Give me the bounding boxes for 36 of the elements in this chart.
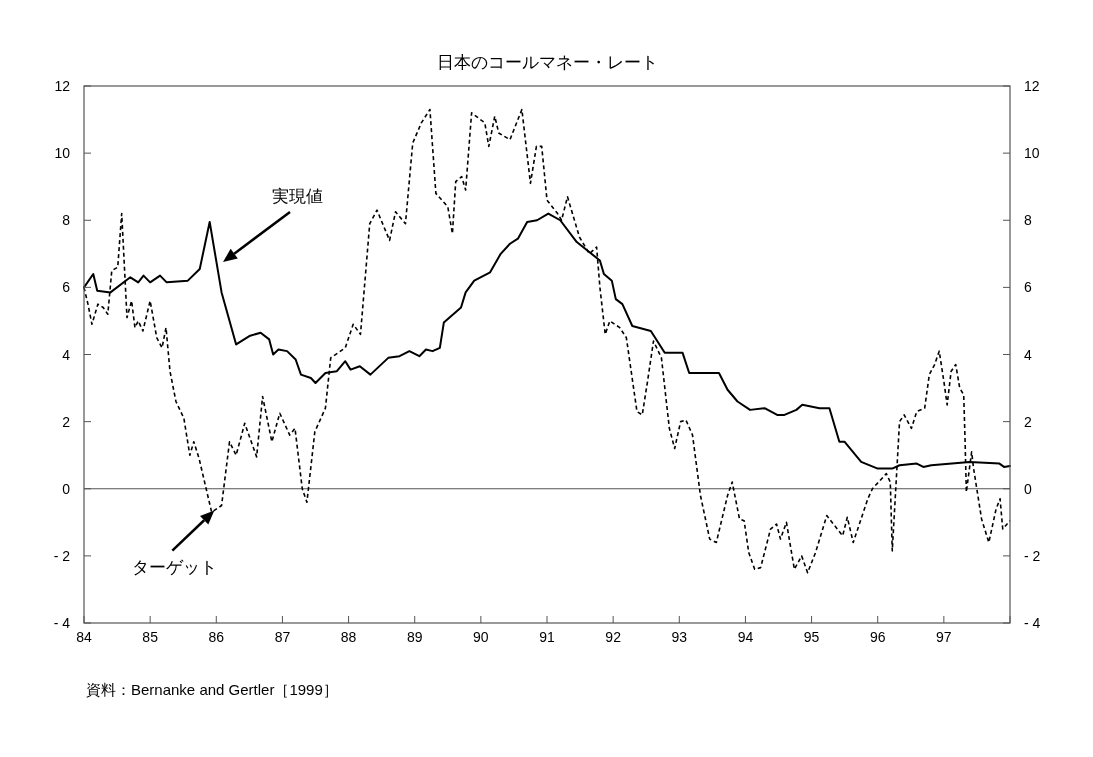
annotation: ターゲット	[131, 557, 217, 577]
x-tick-label: 96	[869, 629, 886, 645]
x-tick-label: 88	[340, 629, 357, 645]
y2-tick-label: 6	[1024, 279, 1032, 296]
x-tick-label: 84	[76, 629, 92, 645]
x-tick-label: 86	[208, 629, 225, 645]
y2-tick-label: - 4	[1024, 615, 1041, 631]
y2-tick-label: 10	[1024, 145, 1040, 162]
x-tick-label: 97	[936, 629, 952, 645]
y-tick-label: - 2	[53, 547, 71, 564]
y-tick-label: 6	[62, 279, 71, 296]
y-tick-label: 0	[62, 480, 71, 497]
y-tick-label: 4	[62, 346, 71, 363]
y-tick-label: 12	[54, 78, 71, 94]
annotation: 実現値	[271, 187, 323, 206]
y2-tick-label: 0	[1024, 480, 1032, 497]
y-tick-label: 2	[62, 413, 71, 430]
y2-tick-label: 2	[1024, 413, 1032, 430]
text: 資料：Bernanke and Gertler［1999］	[86, 681, 338, 698]
x-tick-label: 87	[274, 629, 291, 645]
x-tick-label: 89	[406, 629, 423, 645]
y-tick-label: 8	[62, 212, 71, 229]
x-tick-label: 93	[671, 629, 688, 645]
x-tick-label: 91	[539, 629, 555, 645]
y2-tick-label: 8	[1024, 212, 1032, 229]
x-tick-label: 92	[605, 629, 622, 645]
x-tick-label: 94	[737, 629, 754, 645]
y2-tick-label: 12	[1024, 78, 1040, 94]
x-tick-label: 95	[803, 629, 820, 645]
x-tick-label: 85	[142, 629, 159, 645]
y2-tick-label: 4	[1024, 346, 1032, 363]
x-tick-label: 90	[473, 629, 489, 645]
chart-title: 日本のコールマネー・レート	[436, 53, 658, 72]
y-tick-label: - 4	[53, 615, 71, 631]
y-tick-label: 10	[54, 145, 71, 162]
y2-tick-label: - 2	[1024, 547, 1041, 564]
